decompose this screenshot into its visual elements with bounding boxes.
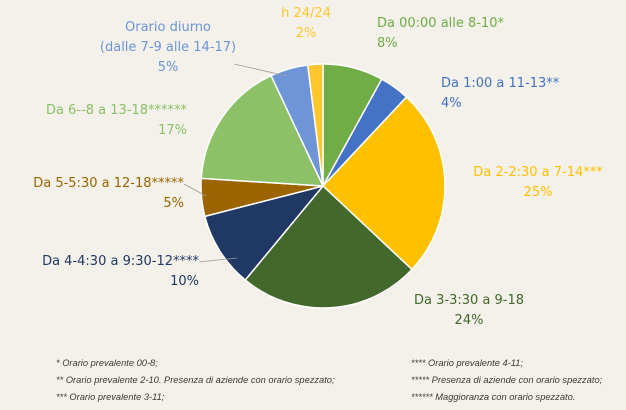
slice-value-label-4: 24% bbox=[455, 313, 484, 328]
slice-value-label-2: 4% bbox=[441, 96, 462, 111]
slice-value-label-1: 8% bbox=[377, 36, 398, 51]
footnote-1: * Orario prevalente 00-8; bbox=[56, 358, 158, 368]
footnote-5: ***** Presenza di aziende con orario spe… bbox=[411, 375, 603, 385]
slice-value-label-5: 10% bbox=[170, 274, 199, 289]
pie-slice-3 bbox=[321, 96, 446, 271]
slice-category-label-9: h 24/24 bbox=[281, 6, 331, 21]
pie-slice-4 bbox=[244, 184, 413, 309]
slice-category-label-4: Da 3-3:30 a 9-18 bbox=[414, 293, 524, 308]
slice-category-label-6: Da 5-5:30 a 12-18***** bbox=[33, 176, 184, 191]
slice-category-label-5: Da 4-4:30 a 9:30-12**** bbox=[42, 254, 199, 269]
slice-value-label-3: 25% bbox=[524, 185, 553, 200]
leader-line-8 bbox=[233, 63, 288, 77]
slice-value-label-8: 5% bbox=[158, 60, 179, 75]
slice-category-label-1: Da 00:00 alle 8-10* bbox=[377, 16, 505, 31]
footnote-2: ** Orario prevalente 2-10. Presenza di a… bbox=[56, 375, 335, 385]
slice-category-label-7: Da 6--8 a 13-18****** bbox=[46, 103, 188, 118]
slice-value-label-9: 2% bbox=[296, 26, 317, 41]
slice-category-label-2: Da 1:00 a 11-13** bbox=[441, 76, 560, 91]
slice-category-label-8: Orario diurno bbox=[125, 20, 211, 35]
footnote-4: **** Orario prevalente 4-11; bbox=[411, 358, 523, 368]
leader-line-6 bbox=[183, 183, 207, 197]
slice-category-label-3: Da 2-2:30 a 7-14*** bbox=[473, 165, 603, 180]
footnote-3: *** Orario prevalente 3-11; bbox=[56, 392, 165, 402]
footnote-6: ****** Maggioranza con orario spezzato. bbox=[411, 392, 576, 402]
leader-line-5 bbox=[198, 257, 238, 263]
slice-value-label-7: 17% bbox=[158, 123, 187, 138]
slice-category-label-8: (dalle 7-9 alle 14-17) bbox=[100, 40, 236, 55]
pie-slice-9 bbox=[306, 63, 324, 187]
slice-value-label-6: 5% bbox=[163, 196, 184, 211]
pie-slice-7 bbox=[200, 74, 325, 187]
